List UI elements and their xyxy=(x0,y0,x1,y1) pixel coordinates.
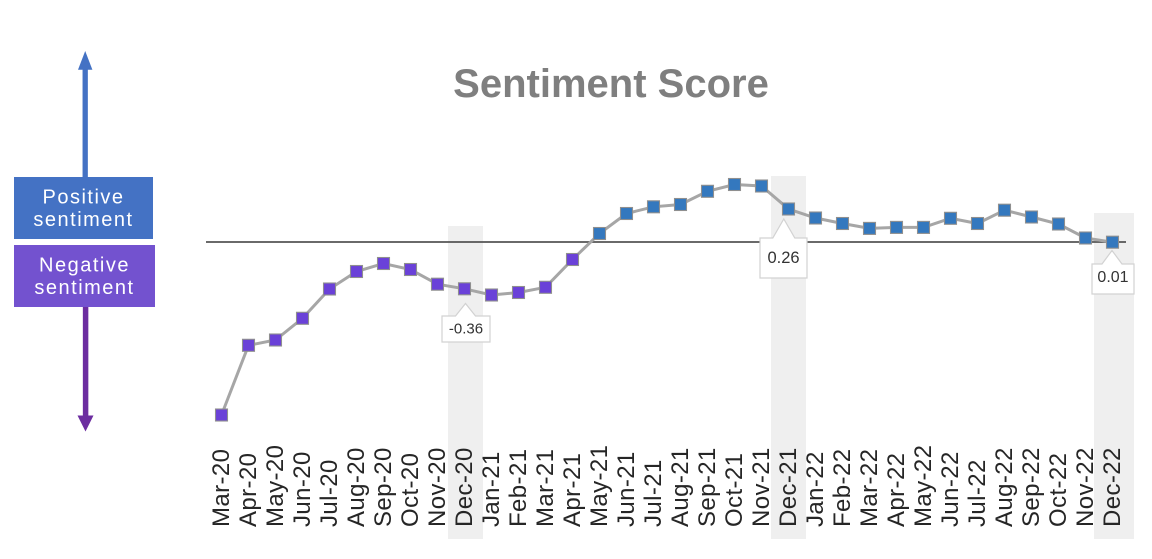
svg-text:Oct-22: Oct-22 xyxy=(1045,453,1072,527)
svg-text:Jul-20: Jul-20 xyxy=(316,459,343,527)
svg-text:Jun-22: Jun-22 xyxy=(937,451,964,527)
svg-text:sentiment: sentiment xyxy=(33,209,133,231)
svg-text:Aug-22: Aug-22 xyxy=(991,447,1018,527)
svg-text:Apr-21: Apr-21 xyxy=(559,453,586,527)
svg-text:Mar-22: Mar-22 xyxy=(856,449,883,527)
svg-text:May-22: May-22 xyxy=(910,445,937,527)
svg-text:sentiment: sentiment xyxy=(34,277,134,299)
svg-text:0.26: 0.26 xyxy=(767,249,799,267)
svg-text:Nov-21: Nov-21 xyxy=(748,447,775,527)
svg-text:Jul-22: Jul-22 xyxy=(964,459,991,527)
svg-text:0.01: 0.01 xyxy=(1097,269,1128,286)
svg-text:Dec-22: Dec-22 xyxy=(1099,447,1126,527)
svg-text:Feb-21: Feb-21 xyxy=(505,449,532,527)
svg-text:Oct-21: Oct-21 xyxy=(721,453,748,527)
svg-text:Aug-20: Aug-20 xyxy=(343,447,370,527)
svg-text:Jan-22: Jan-22 xyxy=(802,451,829,527)
svg-text:Apr-20: Apr-20 xyxy=(235,453,262,527)
svg-text:Sentiment Score: Sentiment Score xyxy=(453,62,769,106)
svg-text:Jan-21: Jan-21 xyxy=(478,451,505,527)
svg-text:Positive: Positive xyxy=(42,187,124,209)
svg-text:Mar-20: Mar-20 xyxy=(208,449,235,527)
svg-text:Nov-20: Nov-20 xyxy=(424,447,451,527)
svg-text:May-20: May-20 xyxy=(262,445,289,527)
svg-text:Sep-22: Sep-22 xyxy=(1018,447,1045,527)
svg-text:Sep-21: Sep-21 xyxy=(694,447,721,527)
svg-text:Dec-20: Dec-20 xyxy=(451,447,478,527)
svg-text:Apr-22: Apr-22 xyxy=(883,453,910,527)
svg-text:Jun-20: Jun-20 xyxy=(289,451,316,527)
svg-text:May-21: May-21 xyxy=(586,445,613,527)
svg-text:Jul-21: Jul-21 xyxy=(640,459,667,527)
svg-text:Aug-21: Aug-21 xyxy=(667,447,694,527)
svg-text:Sep-20: Sep-20 xyxy=(370,447,397,527)
svg-text:Dec-21: Dec-21 xyxy=(775,447,802,527)
svg-text:Mar-21: Mar-21 xyxy=(532,449,559,527)
svg-text:Oct-20: Oct-20 xyxy=(397,453,424,527)
svg-text:-0.36: -0.36 xyxy=(449,321,483,338)
svg-text:Feb-22: Feb-22 xyxy=(829,449,856,527)
svg-text:Jun-21: Jun-21 xyxy=(613,451,640,527)
svg-text:Negative: Negative xyxy=(39,255,130,277)
svg-text:Nov-22: Nov-22 xyxy=(1072,447,1099,527)
